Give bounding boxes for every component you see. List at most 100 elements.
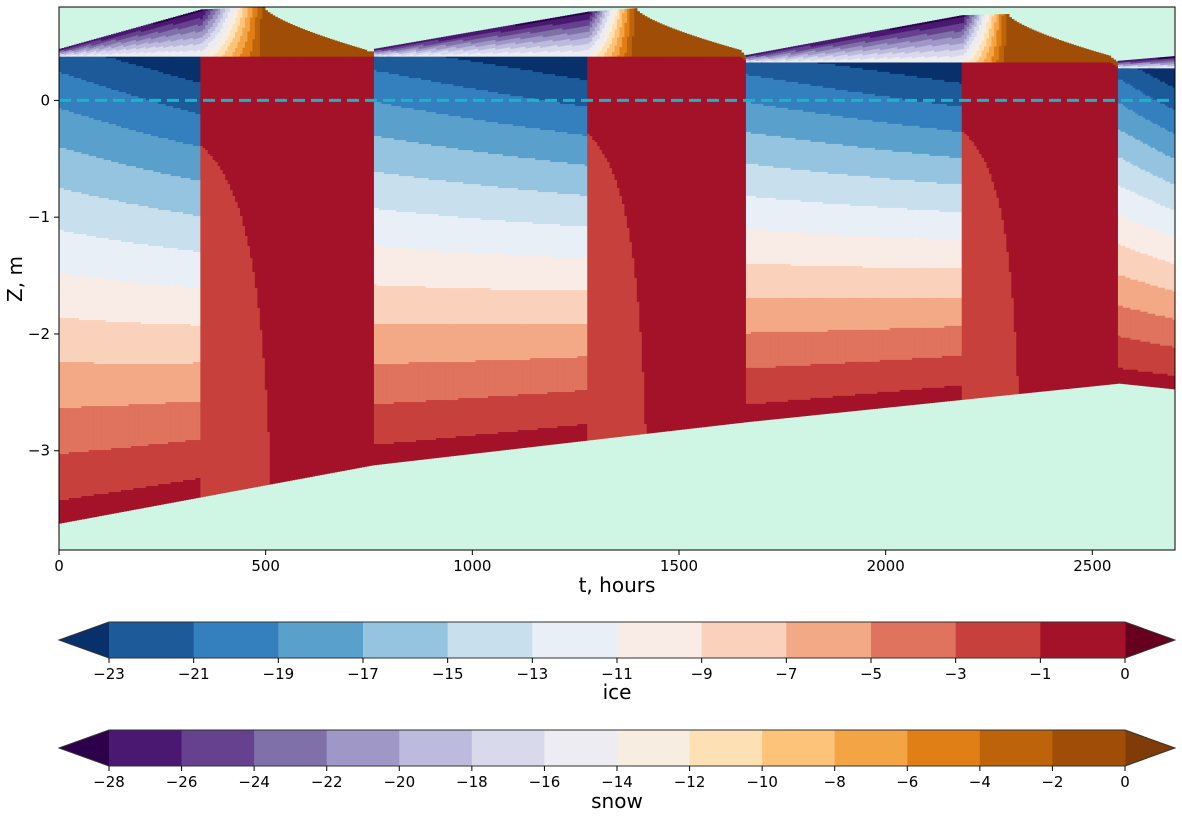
ice-contour-cell <box>621 56 626 205</box>
ice-contour-cell <box>210 156 214 496</box>
ice-contour-cell <box>145 324 149 365</box>
ice-contour-cell <box>552 102 556 131</box>
snow-contour-cell <box>178 29 182 35</box>
ice-contour-cell <box>192 402 196 441</box>
ice-contour-cell <box>192 252 196 289</box>
snow-contour-cell <box>59 50 63 54</box>
ice-contour-cell <box>116 322 120 365</box>
snow-contour-cell <box>158 23 162 28</box>
ice-contour-cell <box>140 488 144 509</box>
snow-contour-cell <box>113 49 117 55</box>
ice-contour-cell <box>1125 83 1129 109</box>
ice-contour-cell <box>130 404 134 447</box>
snow-contour-cell <box>676 30 680 57</box>
snow-contour-cell <box>118 36 122 41</box>
ice-contour-cell <box>416 56 420 79</box>
ice-contour-cell <box>500 56 504 67</box>
ice-contour-cell <box>959 61 963 85</box>
ice-contour-cell <box>887 95 891 125</box>
ice-contour-cell <box>835 395 839 413</box>
ice-contour-cell <box>1142 253 1146 283</box>
snow-contour-cell <box>604 32 608 43</box>
ice-contour-cell <box>143 134 147 171</box>
ice-contour-cell <box>936 387 940 403</box>
snow-contour-cell <box>135 45 139 50</box>
ice-contour-cell <box>118 448 122 493</box>
ice-contour-cell <box>155 444 159 487</box>
ice-contour-cell <box>550 224 554 259</box>
ice-contour-cell <box>1150 121 1154 149</box>
ice-contour-cell <box>148 170 152 209</box>
ice-contour-cell <box>755 229 759 265</box>
ice-contour-cell <box>88 362 92 407</box>
ice-contour-cell <box>951 105 955 133</box>
ice-contour-cell <box>934 387 938 403</box>
ice-contour-cell <box>914 61 918 77</box>
ice-contour-cell <box>887 359 891 393</box>
ice-contour-cell <box>500 154 504 189</box>
snow-contour-cell <box>165 25 169 32</box>
ice-contour-cell <box>520 324 524 361</box>
ice-contour-cell <box>552 324 556 359</box>
ice-contour-cell <box>453 56 457 59</box>
ice-contour-cell <box>951 325 955 357</box>
ice-contour-cell <box>1026 61 1030 394</box>
ice-contour-cell <box>279 56 283 483</box>
snow-contour-cell <box>542 51 546 57</box>
ice-contour-cell <box>116 200 120 241</box>
ice-contour-cell <box>478 56 482 63</box>
ice-contour-cell <box>788 61 792 83</box>
ice-contour-cell <box>812 331 816 365</box>
ice-contour-cell <box>589 136 593 441</box>
ice-contour-cell <box>1125 337 1129 371</box>
ice-contour-cell <box>847 117 851 147</box>
ice-contour-cell <box>817 363 821 399</box>
snow-contour-cell <box>200 37 204 44</box>
ice-contour-cell <box>497 220 502 255</box>
ice-contour-cell <box>976 61 980 151</box>
snow-contour-cell <box>460 39 464 45</box>
ice-contour-cell <box>750 403 754 422</box>
ice-contour-cell <box>728 56 732 425</box>
ice-contour-cell <box>463 150 467 185</box>
snow-contour-cell <box>393 55 397 57</box>
snow-contour-cell <box>123 42 127 48</box>
ice-contour-cell <box>951 239 955 269</box>
ice-contour-cell <box>453 324 457 363</box>
ice-contour-cell <box>1157 373 1161 388</box>
snow-contour-cell <box>567 51 571 57</box>
snow-contour-cell <box>200 19 204 26</box>
snow-contour-cell <box>607 26 611 39</box>
ice-contour-cell <box>502 56 506 67</box>
snow-contour-cell <box>116 32 120 38</box>
ice-contour-cell <box>1078 61 1082 388</box>
snow-contour-cell <box>512 34 516 40</box>
ice-contour-cell <box>522 290 526 325</box>
ice-contour-cell <box>195 326 199 363</box>
ice-contour-cell <box>892 267 896 299</box>
snow-contour-cell <box>202 49 206 56</box>
snow-contour-cell <box>416 45 420 48</box>
ice-contour-cell <box>795 169 799 201</box>
snow-contour-cell <box>780 48 784 52</box>
snow-contour-cell <box>101 42 105 46</box>
ice-contour-cell <box>525 190 529 223</box>
snow-contour-cell <box>745 58 750 62</box>
snow-contour-cell <box>552 17 556 21</box>
snow-contour-cell <box>564 45 568 53</box>
snow-contour-cell <box>426 51 430 55</box>
ice-contour-cell <box>795 297 799 333</box>
snow-contour-cell <box>202 15 206 22</box>
ice-contour-cell <box>832 63 836 89</box>
ice-contour-cell <box>1157 101 1161 127</box>
ice-contour-cell <box>76 114 80 153</box>
ice-contour-cell <box>185 250 189 289</box>
ice-contour-cell <box>555 56 559 77</box>
ice-contour-cell <box>807 331 812 367</box>
ice-contour-cell <box>158 246 162 285</box>
snow-contour-cell <box>381 53 385 56</box>
ice-contour-cell <box>1170 157 1174 185</box>
snow-contour-cell <box>249 17 254 53</box>
snow-contour-cell <box>475 47 479 50</box>
ice-contour-cell <box>946 183 950 213</box>
